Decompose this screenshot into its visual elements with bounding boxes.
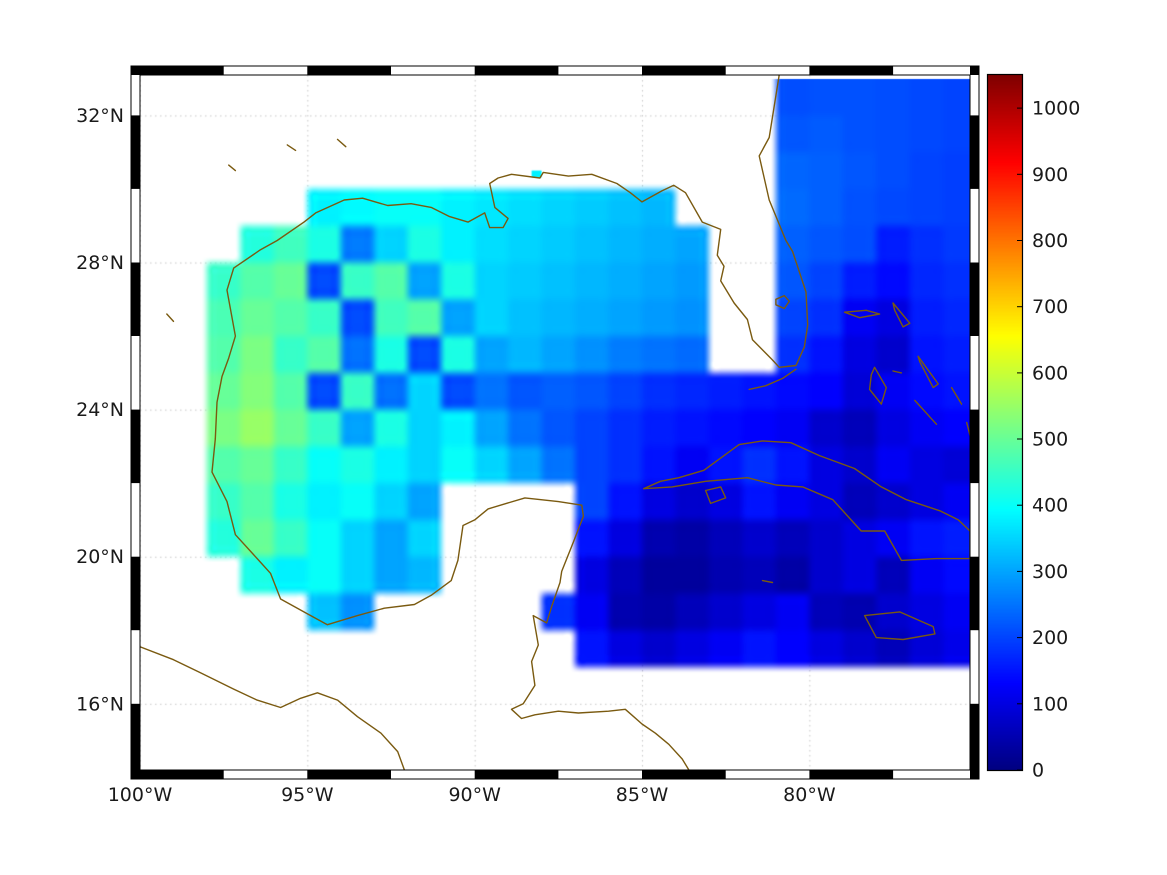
coastline-long-island	[966, 421, 970, 437]
coastline-new-providence	[892, 370, 903, 374]
lon-tick-label: 80°W	[783, 784, 836, 806]
colorbar-tick-label: 500	[1032, 429, 1068, 451]
lon-tick-label: 85°W	[616, 784, 669, 806]
coastline-cuba	[643, 440, 970, 562]
coastline-isla-de-la-juventud	[704, 486, 727, 505]
coastline-andros	[868, 366, 887, 405]
colorbar-tick-label: 400	[1032, 495, 1068, 517]
lon-tick-labels: 100°W 95°W 90°W 85°W 80°W	[108, 784, 836, 806]
coastline-inland-water-mark-4	[166, 313, 175, 323]
coastline-eleuthera	[917, 355, 939, 389]
coastline-us-mexico-centralamerica-coast	[211, 75, 809, 770]
coastline-lake-okeechobee	[775, 294, 790, 310]
colorbar-tick-label: 600	[1032, 362, 1068, 384]
lon-tick-label: 90°W	[448, 784, 501, 806]
coastline-grand-bahama	[843, 309, 881, 319]
coastline-cat-island	[950, 386, 963, 405]
colorbar-tick-label: 100	[1032, 693, 1068, 715]
colorbar-tick-label: 800	[1032, 230, 1068, 252]
lat-tick-label: 24°N	[76, 399, 124, 421]
coastline-inland-water-mark-2	[336, 138, 347, 148]
heatmap-canvas	[140, 75, 970, 770]
lat-tick-label: 32°N	[76, 105, 124, 127]
colorbar-canvas	[988, 75, 1022, 770]
colorbar-tick-label: 0	[1032, 760, 1044, 782]
colorbar-tick-label: 1000	[1032, 98, 1080, 120]
colorbar-tick-label: 700	[1032, 296, 1068, 318]
coastline-jamaica	[863, 611, 936, 641]
colorbar-tick-labels: 0 100 200 300 400 500 600 700 800 900 1000	[1032, 98, 1080, 782]
coastline-cayman	[761, 579, 774, 584]
lat-tick-label: 16°N	[76, 693, 124, 715]
colorbar-tick-label: 300	[1032, 561, 1068, 583]
lon-tick-label: 100°W	[108, 784, 173, 806]
map-frame	[130, 65, 980, 780]
lat-tick-label: 28°N	[76, 252, 124, 274]
coastline-exuma-chain	[914, 399, 938, 425]
coastlines	[140, 75, 970, 770]
lat-tick-labels: 32°N 28°N 24°N 20°N 16°N	[76, 105, 124, 715]
colorbar-frame	[986, 73, 1024, 772]
coastline-inland-water-mark-1	[286, 144, 297, 152]
coastline-abaco	[892, 302, 911, 328]
coastline-inland-water-mark-3	[228, 164, 237, 172]
coastline-pacific-coast	[140, 646, 406, 770]
lon-tick-label: 95°W	[281, 784, 334, 806]
colorbar-tick-label: 200	[1032, 627, 1068, 649]
colorbar-tick-label: 900	[1032, 164, 1068, 186]
lat-tick-label: 20°N	[76, 546, 124, 568]
coastline-florida-keys	[748, 368, 797, 391]
